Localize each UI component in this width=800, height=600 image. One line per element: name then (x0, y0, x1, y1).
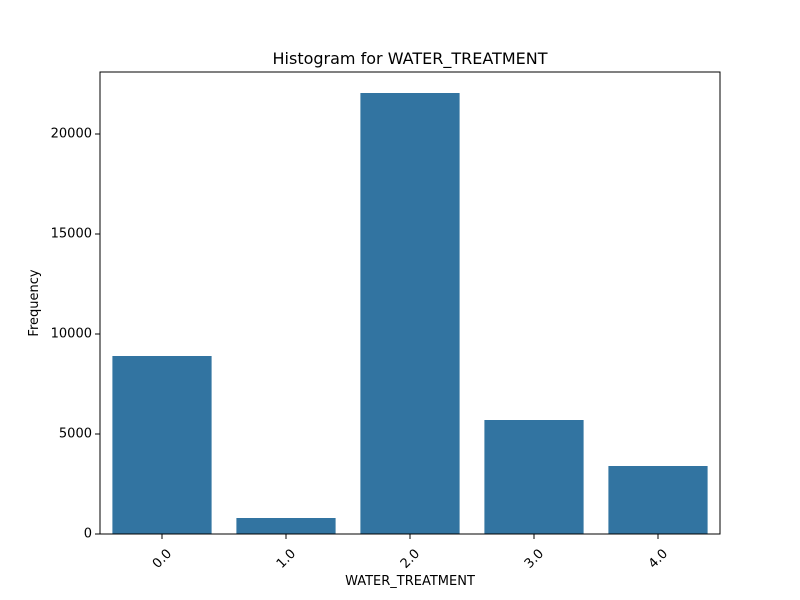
x-tick-label: 0.0 (150, 546, 175, 571)
x-axis-ticks: 0.0 1.0 2.0 3.0 4.0 (150, 534, 671, 572)
y-axis-ticks: 0 5000 10000 15000 20000 (51, 127, 100, 542)
y-tick-label: 10000 (51, 327, 92, 342)
y-tick-label: 0 (84, 527, 92, 542)
bar-1-0 (236, 518, 336, 534)
x-tick-label: 2.0 (398, 546, 423, 571)
plot-frame (99, 71, 721, 535)
x-axis-label: WATER_TREATMENT (345, 574, 475, 589)
x-tick-label: 1.0 (274, 546, 299, 571)
y-tick-label: 20000 (51, 127, 92, 142)
x-tick-label: 3.0 (522, 546, 547, 571)
bar-0-0 (112, 356, 212, 534)
y-tick-label: 15000 (51, 227, 92, 242)
bar-group (112, 93, 708, 534)
bar-2-0 (360, 93, 460, 534)
chart-title: Histogram for WATER_TREATMENT (273, 49, 548, 69)
bar-4-0 (608, 466, 708, 534)
y-axis-label: Frequency (27, 269, 42, 336)
x-tick-label: 4.0 (646, 546, 671, 571)
y-tick-label: 5000 (59, 427, 92, 442)
bar-3-0 (484, 420, 584, 534)
